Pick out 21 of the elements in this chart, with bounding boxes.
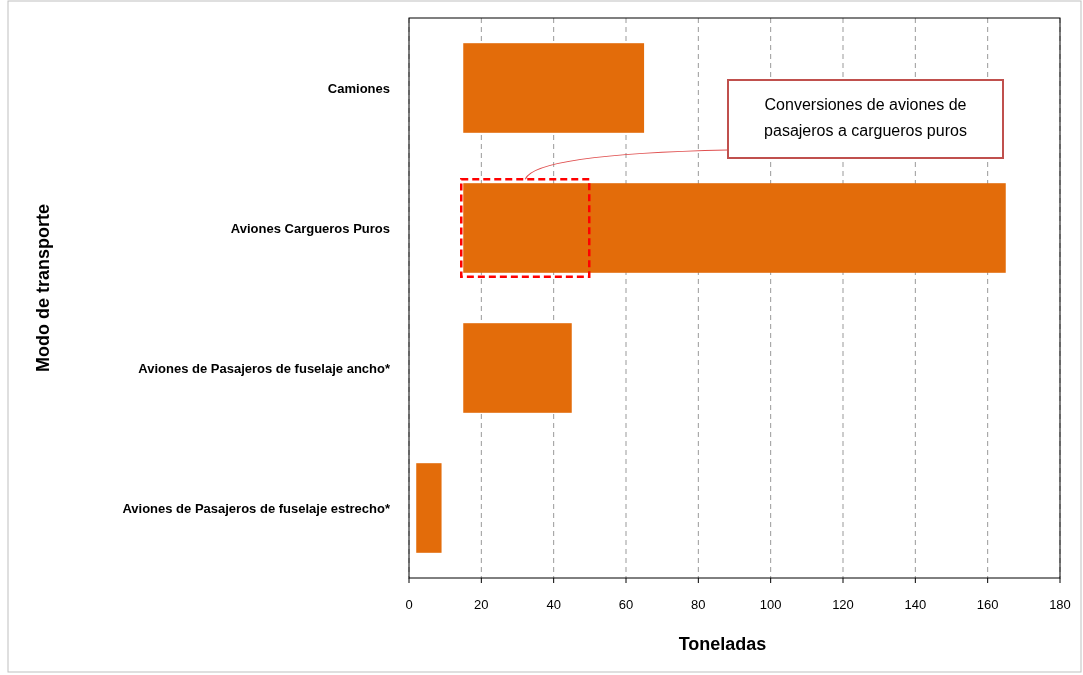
bar [463, 43, 645, 133]
y-tick-label: Aviones de Pasajeros de fuselaje estrecho* [122, 501, 391, 516]
y-tick-label: Camiones [327, 81, 390, 96]
bar [463, 323, 572, 413]
y-axis-title: Modo de transporte [33, 203, 53, 373]
x-tick-label: 80 [691, 597, 706, 612]
x-tick-label: 60 [618, 597, 634, 612]
bar [463, 183, 1006, 273]
x-tick-label: 0 [405, 597, 413, 612]
annotation: Conversiones de aviones de pasajeros a cargueros puros [764, 96, 967, 139]
x-tick-label: 140 [904, 597, 927, 612]
bar [416, 463, 442, 553]
x-tick-label: 20 [474, 597, 489, 612]
x-tick-label: 120 [832, 597, 854, 612]
x-tick-label: 40 [546, 597, 561, 612]
x-tick-label: 160 [976, 597, 999, 612]
x-axis-title: Toneladas [678, 634, 767, 654]
y-tick-label: Aviones de Pasajeros de fuselaje ancho* [138, 361, 391, 376]
x-tick-label: 100 [759, 597, 782, 612]
x-tick-label: 180 [1049, 597, 1071, 612]
y-tick-label: Aviones Cargueros Puros [230, 221, 390, 236]
